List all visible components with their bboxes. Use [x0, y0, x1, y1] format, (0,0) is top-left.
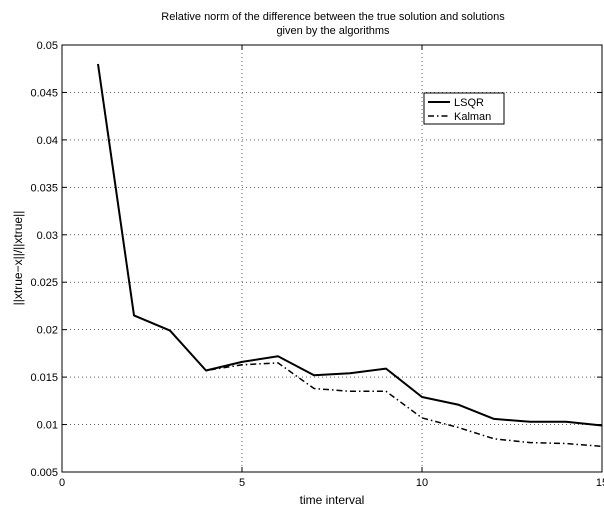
legend-box — [423, 92, 505, 125]
y-axis-ticks: 0.005 0.01 0.015 0.02 0.025 0.03 0.035 0.04 0.04… — [30, 40, 602, 479]
y-tick-label: 0.03 — [37, 230, 58, 242]
x-tick-label: 0 — [59, 477, 65, 489]
chart-title-line-1: Relative norm of the difference between … — [161, 11, 505, 23]
y-tick-label: 0.005 — [30, 467, 58, 479]
x-axis-label: time interval — [300, 493, 365, 507]
y-tick-label: 0.04 — [37, 135, 58, 147]
x-tick-label: 10 — [416, 477, 428, 489]
y-tick-label: 0.01 — [37, 420, 58, 432]
legend: LSQR Kalman — [423, 92, 505, 125]
y-tick-label: 0.02 — [37, 325, 58, 337]
y-tick-label: 0.035 — [30, 182, 58, 194]
x-tick-label: 15 — [596, 477, 604, 489]
data-series — [97, 63, 603, 448]
plot-frame — [61, 44, 603, 473]
x-tick-label: 5 — [239, 477, 245, 489]
chart-title-line-2: given by the algorithms — [276, 25, 390, 37]
y-tick-label: 0.025 — [30, 277, 58, 289]
y-axis-label: ||xtrue−x||/||xtrue|| — [11, 211, 25, 306]
y-tick-label: 0.05 — [37, 40, 58, 52]
y-tick-label: 0.045 — [30, 87, 58, 99]
series-line-kalman — [97, 63, 603, 448]
legend-label-lsqr: LSQR — [454, 97, 484, 109]
legend-label-kalman: Kalman — [454, 111, 491, 123]
y-tick-label: 0.015 — [30, 372, 58, 384]
